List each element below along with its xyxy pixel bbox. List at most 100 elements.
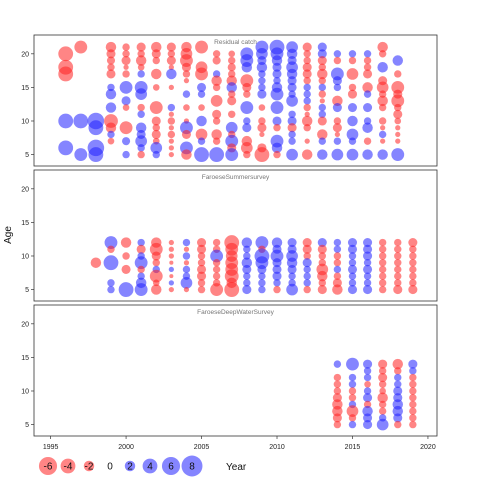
bubble-point bbox=[409, 380, 417, 388]
bubble-point bbox=[106, 69, 116, 79]
bubble-point bbox=[122, 137, 131, 146]
bubble-point bbox=[168, 64, 174, 70]
bubble-point bbox=[348, 373, 357, 382]
bubble-point bbox=[318, 137, 326, 145]
legend-label: -6 bbox=[44, 462, 53, 473]
bubble-point bbox=[331, 148, 344, 161]
bubble-point bbox=[347, 285, 358, 295]
bubble-point bbox=[348, 394, 357, 402]
bubble-point bbox=[332, 405, 343, 417]
y-tick-label: 10 bbox=[21, 118, 29, 125]
bubble-point bbox=[303, 76, 311, 85]
bubble-point bbox=[363, 244, 373, 254]
bubble-point bbox=[168, 253, 174, 259]
bubble-point bbox=[105, 88, 117, 100]
legend-bubble bbox=[124, 460, 136, 472]
bubble-point bbox=[271, 237, 283, 248]
bubble-point bbox=[151, 129, 161, 139]
bubble-point bbox=[137, 110, 145, 118]
bubble-point bbox=[303, 272, 311, 280]
bubble-point bbox=[195, 67, 208, 81]
legend-label: -2 bbox=[85, 462, 94, 473]
bubble-point bbox=[122, 252, 130, 260]
bubble-point bbox=[168, 145, 174, 151]
bubble-point bbox=[394, 367, 402, 375]
bubble-point bbox=[318, 76, 326, 85]
bubble-point bbox=[348, 414, 357, 422]
bubble-point bbox=[197, 271, 207, 281]
bubble-point bbox=[225, 134, 239, 148]
bubble-point bbox=[243, 90, 251, 98]
bubble-point bbox=[137, 63, 145, 71]
bubble-point bbox=[378, 285, 387, 294]
bubble-point bbox=[287, 76, 297, 86]
bubble-point bbox=[137, 103, 145, 112]
bubble-point bbox=[122, 43, 130, 51]
bubble-point bbox=[120, 237, 132, 248]
bubble-point bbox=[394, 279, 402, 287]
bubble-point bbox=[258, 279, 266, 287]
bubble-point bbox=[197, 90, 206, 98]
bubble-point bbox=[168, 266, 174, 273]
bubble-point bbox=[183, 260, 190, 266]
bubble-point bbox=[378, 50, 387, 58]
bubble-point bbox=[135, 135, 148, 147]
bubble-point bbox=[301, 149, 313, 160]
bubble-point bbox=[394, 259, 402, 267]
bubble-point bbox=[122, 150, 130, 159]
bubble-point bbox=[169, 260, 174, 265]
bubble-point bbox=[149, 269, 163, 283]
bubble-point bbox=[379, 387, 386, 395]
bubble-point bbox=[240, 101, 254, 114]
bubble-point bbox=[348, 56, 357, 65]
panel-3: 5 10 15 20 FaroeseDeepWaterSurvey bbox=[21, 304, 438, 437]
bubble-point bbox=[183, 246, 190, 252]
bubble-point bbox=[378, 252, 387, 260]
bubble-point bbox=[151, 116, 161, 126]
bubble-point bbox=[363, 63, 372, 71]
bubble-point bbox=[409, 259, 417, 267]
bubble-point bbox=[302, 244, 312, 254]
bubble-point bbox=[330, 67, 344, 81]
bubble-point bbox=[363, 413, 373, 423]
bubble-point bbox=[107, 279, 115, 287]
bubble-point bbox=[348, 272, 357, 280]
bubble-point bbox=[346, 128, 359, 141]
bubble-point bbox=[303, 252, 311, 260]
bubble-point bbox=[287, 264, 297, 274]
x-tick-label: 2005 bbox=[194, 444, 210, 451]
bubble-point bbox=[286, 148, 298, 161]
bubble-point bbox=[303, 50, 311, 58]
bubble-point bbox=[197, 252, 206, 260]
bubble-point bbox=[347, 264, 358, 274]
bubble-point bbox=[392, 55, 403, 66]
bubble-point bbox=[270, 87, 284, 101]
bubble-point bbox=[226, 82, 237, 93]
bubble-point bbox=[363, 259, 372, 267]
bubble-point bbox=[137, 238, 145, 247]
bubble-point bbox=[391, 80, 405, 94]
bubble-point bbox=[272, 116, 282, 126]
bubble-point bbox=[363, 279, 372, 287]
bubble-point bbox=[107, 63, 115, 71]
bubble-point bbox=[168, 111, 174, 117]
bubble-point bbox=[168, 280, 174, 286]
bubble-point bbox=[242, 123, 252, 133]
bubble-point bbox=[136, 244, 146, 254]
bubble-point bbox=[348, 137, 357, 145]
y-tick-label: 10 bbox=[21, 253, 29, 260]
bubble-point bbox=[333, 50, 342, 58]
bubble-point bbox=[303, 285, 311, 294]
bubble-point bbox=[393, 285, 403, 295]
bubble-point bbox=[363, 285, 373, 295]
bubble-point bbox=[257, 123, 267, 133]
bubble-point bbox=[378, 373, 388, 383]
bubble-point bbox=[409, 272, 417, 280]
bubble-point bbox=[152, 279, 160, 287]
bubble-point bbox=[242, 285, 252, 295]
bubble-point bbox=[376, 81, 389, 94]
bubble-point bbox=[363, 251, 373, 261]
bubble-point bbox=[378, 359, 388, 369]
bubble-point bbox=[152, 124, 160, 132]
bubble-point bbox=[333, 245, 342, 253]
